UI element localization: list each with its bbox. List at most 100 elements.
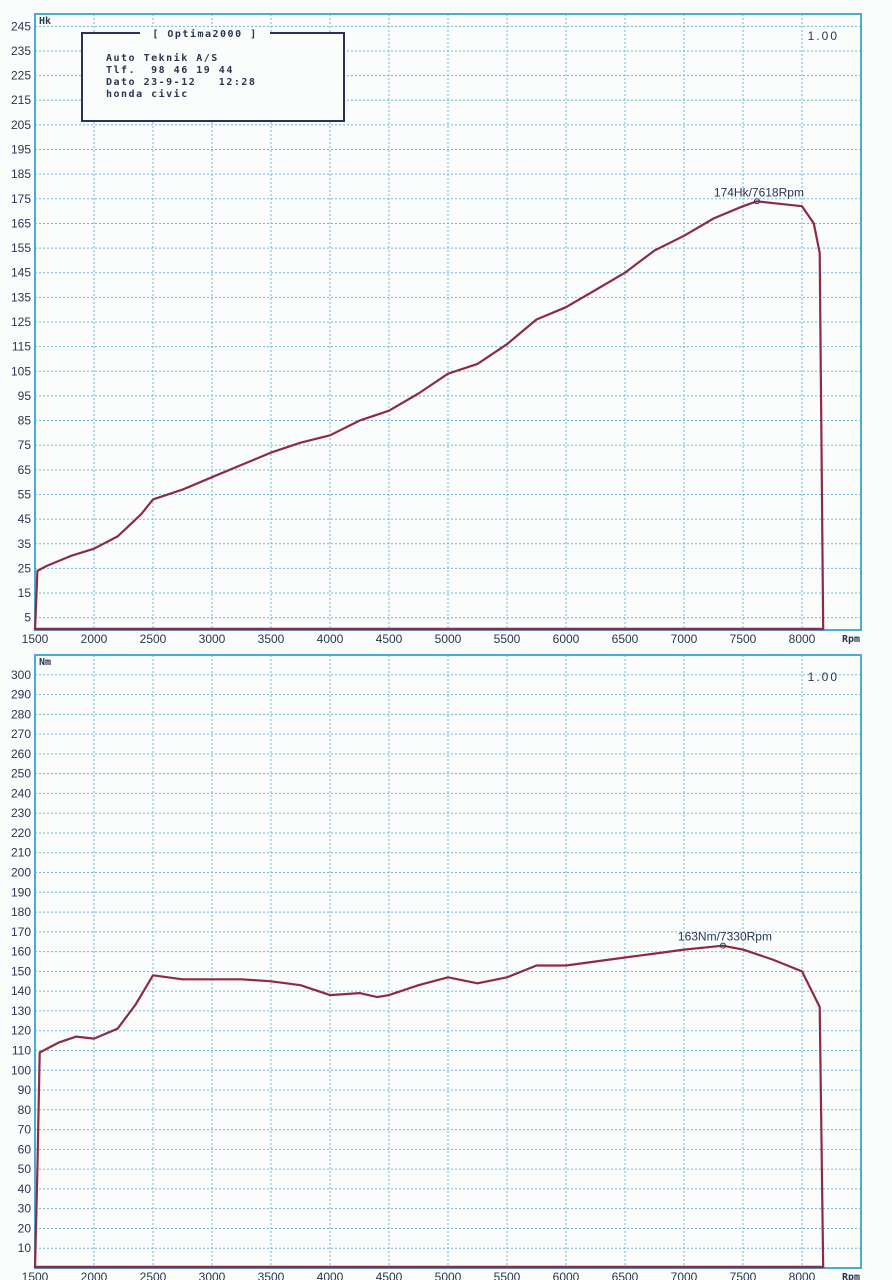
y-tick-label: 170 — [11, 925, 31, 939]
x-tick-label: 5000 — [435, 1270, 462, 1280]
x-tick-label: 2000 — [81, 1270, 108, 1280]
torque-curve — [33, 944, 825, 1269]
y-tick-label: 200 — [11, 866, 31, 880]
y-tick-label: 300 — [11, 668, 31, 682]
y-tick-label: 55 — [18, 487, 32, 501]
x-tick-label: 3500 — [258, 632, 285, 646]
y-tick-label: 60 — [18, 1142, 32, 1156]
y-tick-label: 155 — [11, 241, 31, 255]
y-tick-label: 165 — [11, 216, 31, 230]
y-tick-label: 115 — [12, 340, 31, 354]
y-tick-label: 190 — [11, 885, 31, 899]
y-tick-label: 25 — [18, 561, 32, 575]
x-tick-label: 6000 — [553, 1270, 580, 1280]
y-tick-label: 20 — [18, 1221, 32, 1235]
x-tick-label: 6500 — [612, 1270, 639, 1280]
x-tick-label: 2500 — [140, 632, 167, 646]
x-tick-label: 7000 — [671, 1270, 698, 1280]
y-tick-label: 50 — [18, 1162, 32, 1176]
y-axis-label: Nm — [39, 657, 51, 668]
y-tick-label: 220 — [11, 826, 31, 840]
peak-marker — [753, 198, 760, 205]
x-tick-label: 3000 — [199, 632, 226, 646]
y-tick-label: 270 — [11, 727, 31, 741]
y-tick-label: 90 — [18, 1083, 32, 1097]
y-tick-label: 205 — [11, 118, 31, 132]
x-tick-label: 4500 — [376, 1270, 403, 1280]
x-axis-label: Rpm — [842, 1272, 860, 1280]
y-tick-label: 70 — [18, 1123, 32, 1137]
y-axis-label: Hk — [39, 16, 51, 27]
peak-label: 163Nm/7330Rpm — [678, 930, 772, 944]
x-tick-label: 1500 — [22, 632, 49, 646]
x-tick-label: 8000 — [789, 632, 816, 646]
x-tick-label: 2000 — [81, 632, 108, 646]
x-tick-label: 6000 — [553, 632, 580, 646]
y-tick-label: 45 — [18, 512, 32, 526]
x-tick-label: 7500 — [730, 632, 757, 646]
chart-panel-torque: 10 20 30 40 50 60 70 80 90 100 110 120 130 140 150 160 1… — [11, 654, 862, 1280]
y-tick-label: 15 — [18, 586, 32, 600]
y-tick-label: 250 — [11, 767, 31, 781]
y-tick-label: 150 — [11, 964, 31, 978]
y-tick-label: 215 — [11, 93, 31, 107]
y-tick-label: 185 — [11, 167, 31, 181]
y-tick-label: 225 — [11, 69, 31, 83]
info-box-title: [ Optima2000 ] — [152, 28, 257, 40]
x-tick-label: 4000 — [317, 632, 344, 646]
x-tick-label: 7000 — [671, 632, 698, 646]
y-tick-label: 290 — [11, 688, 31, 702]
y-tick-label: 95 — [18, 389, 32, 403]
y-tick-label: 110 — [12, 1043, 31, 1057]
y-tick-label: 240 — [11, 786, 31, 800]
info-line: Tlf. 98 46 19 44 — [106, 65, 234, 76]
peak-label: 174Hk/7618Rpm — [714, 185, 804, 199]
x-tick-label: 1500 — [22, 1270, 49, 1280]
y-tick-label: 230 — [11, 806, 31, 820]
x-tick-label: 4500 — [376, 632, 403, 646]
x-tick-label: 5500 — [494, 1270, 521, 1280]
info-title-bg — [140, 27, 270, 39]
y-tick-label: 100 — [11, 1063, 31, 1077]
y-tick-label: 35 — [18, 537, 32, 551]
y-tick-label: 120 — [11, 1024, 31, 1038]
y-tick-label: 10 — [18, 1241, 32, 1255]
y-tick-label: 195 — [11, 143, 31, 157]
y-tick-label: 85 — [18, 414, 32, 428]
y-tick-label: 140 — [11, 984, 31, 998]
peak-marker — [719, 942, 726, 949]
y-tick-label: 5 — [24, 611, 31, 625]
y-tick-label: 135 — [11, 290, 31, 304]
y-tick-label: 260 — [11, 747, 31, 761]
x-tick-label: 8000 — [789, 1270, 816, 1280]
scale-label: 1.00 — [808, 29, 839, 43]
y-tick-label: 125 — [11, 315, 31, 329]
x-tick-label: 6500 — [612, 632, 639, 646]
y-tick-label: 160 — [11, 945, 31, 959]
power-curve — [33, 200, 825, 631]
y-tick-label: 105 — [11, 364, 31, 378]
x-tick-label: 3000 — [199, 1270, 226, 1280]
info-box-frame — [81, 32, 345, 122]
y-tick-label: 235 — [11, 44, 31, 58]
x-axis-label: Rpm — [842, 634, 860, 645]
y-tick-label: 145 — [11, 266, 31, 280]
info-line: honda civic — [106, 88, 189, 100]
y-tick-label: 75 — [18, 438, 32, 452]
x-tick-label: 2500 — [140, 1270, 167, 1280]
y-tick-label: 65 — [18, 463, 32, 477]
y-tick-label: 210 — [11, 846, 31, 860]
x-tick-label: 7500 — [730, 1270, 757, 1280]
y-tick-label: 175 — [11, 192, 31, 206]
x-tick-label: 4000 — [317, 1270, 344, 1280]
y-tick-label: 80 — [18, 1103, 32, 1117]
y-tick-label: 280 — [11, 707, 31, 721]
y-tick-label: 180 — [11, 905, 31, 919]
scale-label: 1.00 — [808, 670, 839, 684]
x-tick-label: 3500 — [258, 1270, 285, 1280]
info-line: Dato 23-9-12 12:28 — [106, 77, 256, 88]
y-tick-label: 245 — [11, 19, 31, 33]
y-tick-label: 40 — [18, 1182, 32, 1196]
